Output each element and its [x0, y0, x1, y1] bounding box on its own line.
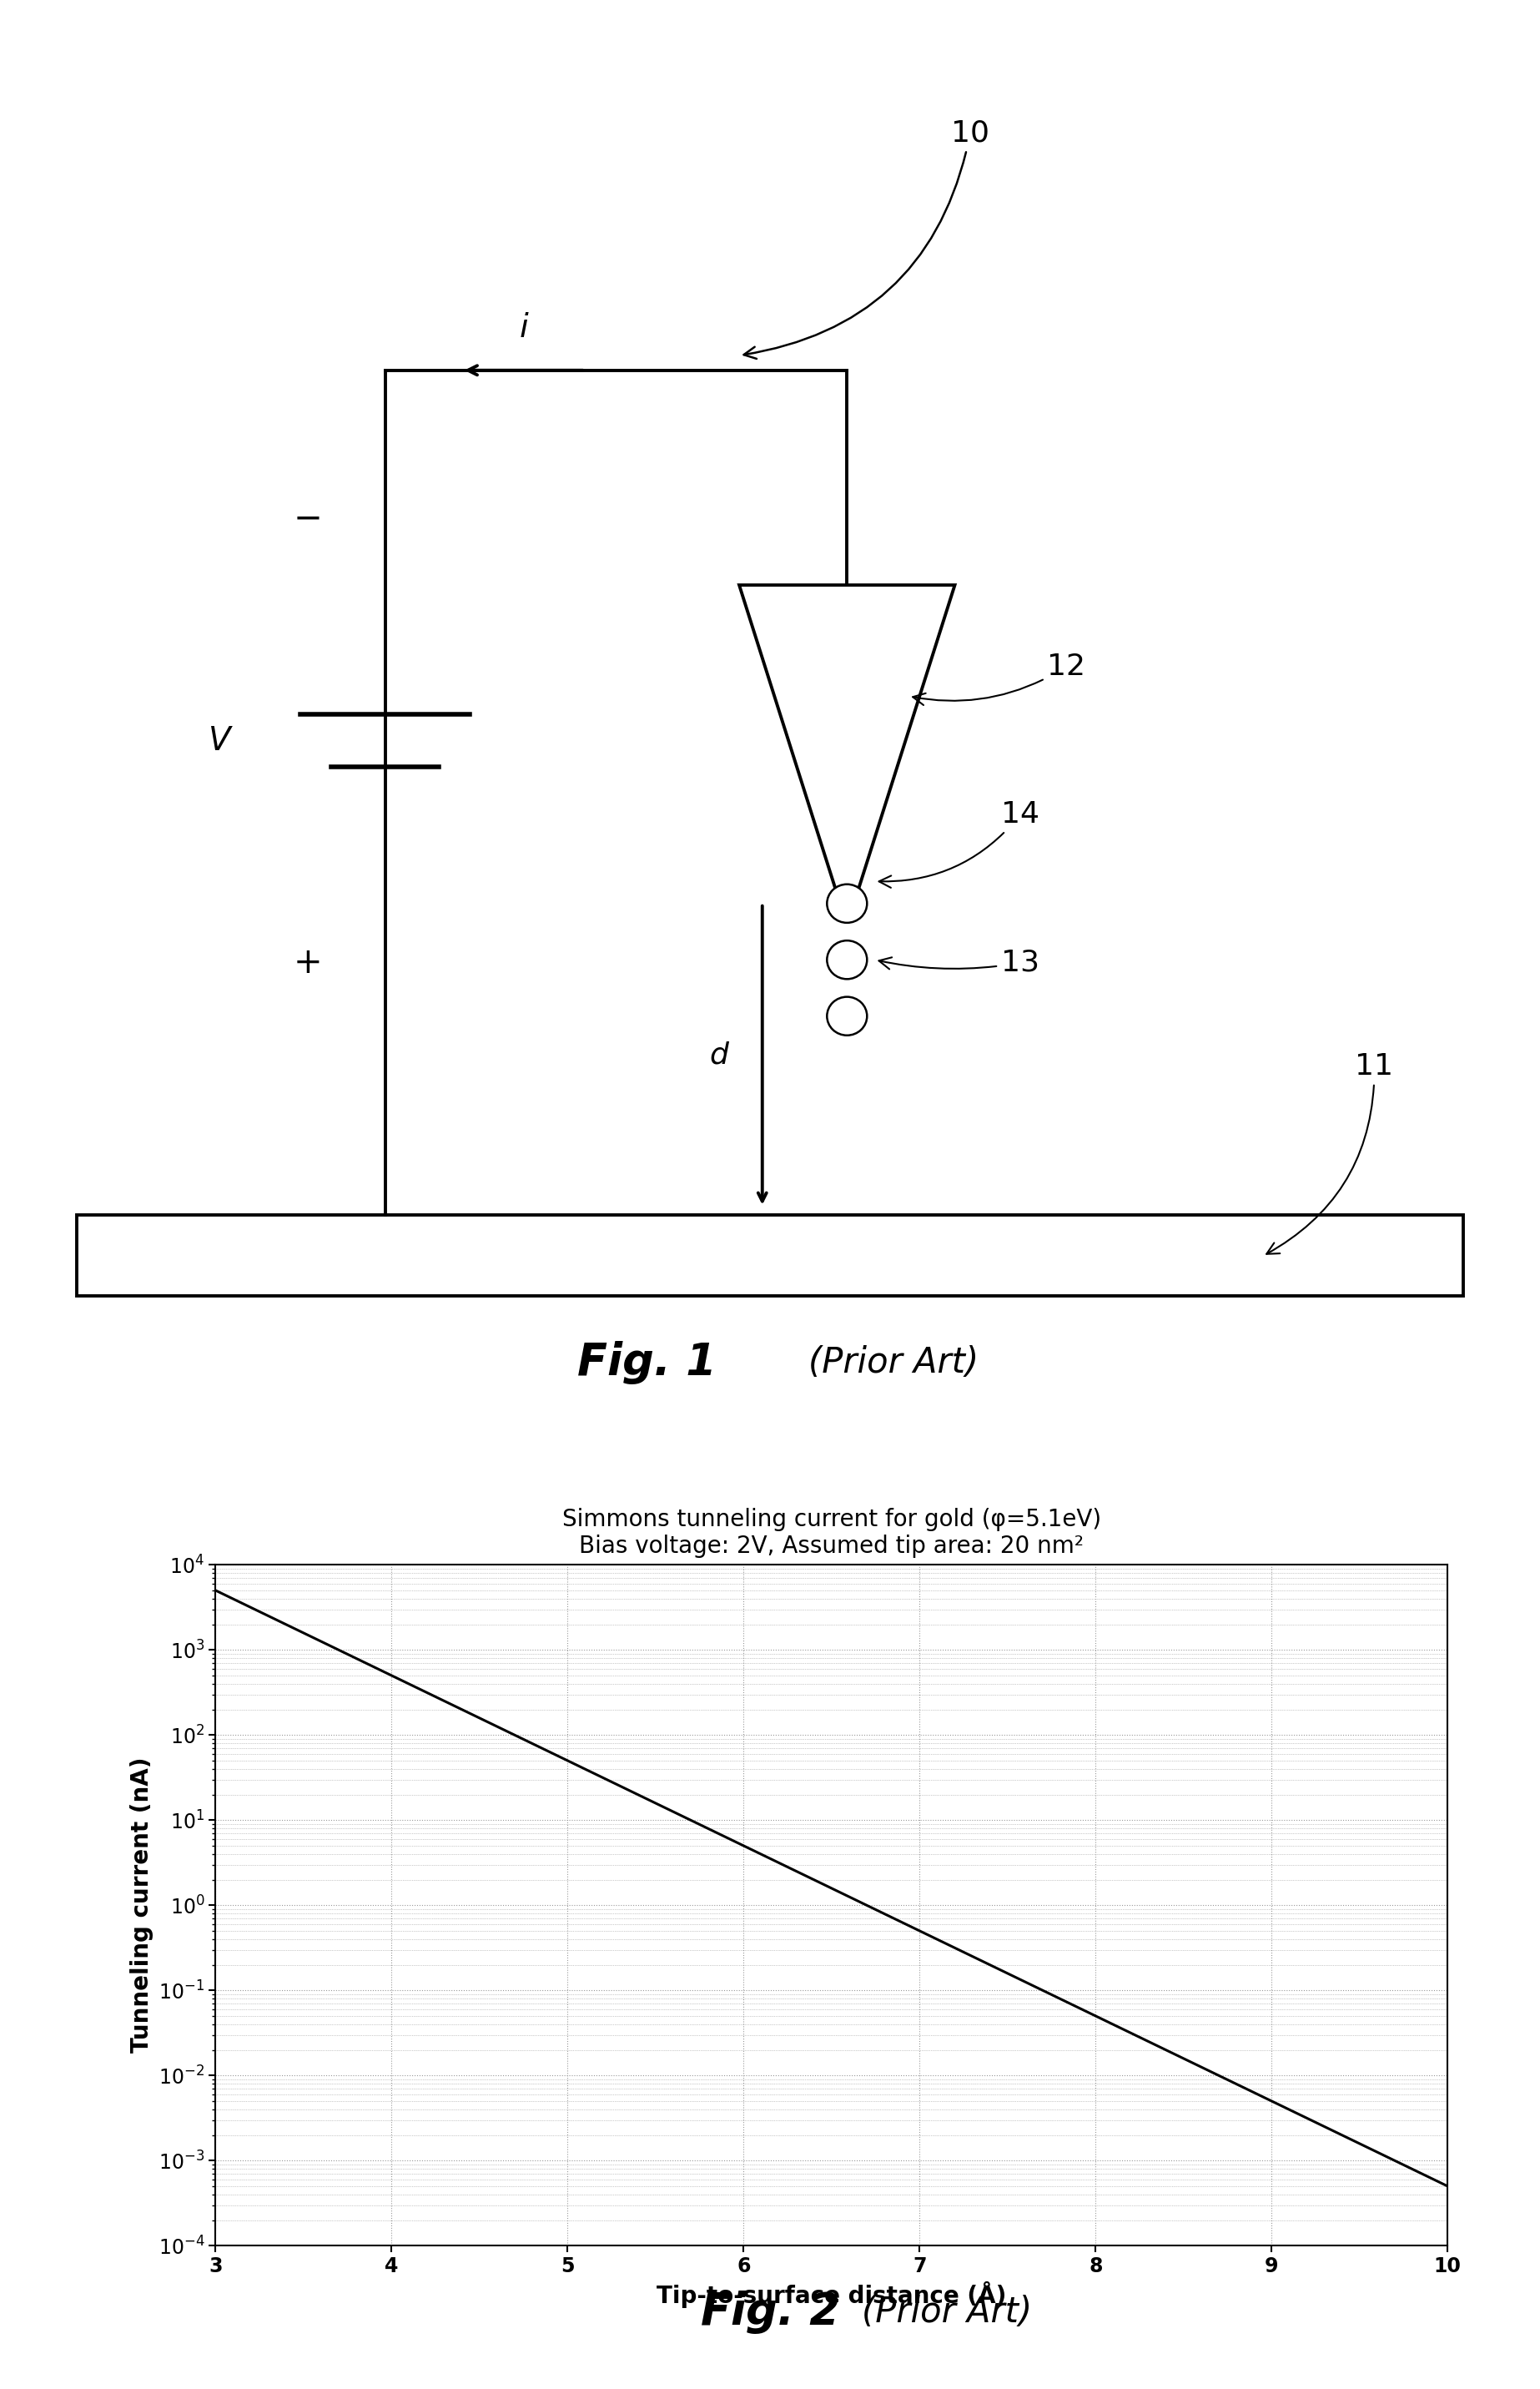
- Text: 13: 13: [879, 948, 1040, 977]
- Text: d: d: [710, 1042, 728, 1070]
- Circle shape: [827, 884, 867, 922]
- Text: V: V: [209, 724, 231, 757]
- Circle shape: [827, 941, 867, 979]
- Circle shape: [827, 996, 867, 1034]
- Text: Fig. 2: Fig. 2: [701, 2291, 839, 2334]
- Text: 14: 14: [879, 800, 1040, 889]
- X-axis label: Tip-to-surface distance (Å): Tip-to-surface distance (Å): [656, 2281, 1007, 2308]
- Text: −: −: [294, 502, 322, 535]
- Title: Simmons tunneling current for gold (φ=5.1eV)
Bias voltage: 2V, Assumed tip area:: Simmons tunneling current for gold (φ=5.…: [562, 1507, 1101, 1558]
- Text: (Prior Art): (Prior Art): [862, 2296, 1032, 2329]
- Bar: [77, 1214, 1463, 1295]
- Text: Fig. 1: Fig. 1: [578, 1340, 716, 1383]
- Text: i: i: [519, 313, 528, 344]
- Y-axis label: Tunneling current (nA): Tunneling current (nA): [131, 1758, 154, 2052]
- Text: (Prior Art): (Prior Art): [809, 1345, 978, 1381]
- Text: 10: 10: [744, 119, 989, 358]
- Text: 11: 11: [1266, 1051, 1394, 1254]
- Polygon shape: [739, 585, 955, 896]
- Text: +: +: [294, 946, 322, 979]
- Text: 12: 12: [913, 652, 1086, 705]
